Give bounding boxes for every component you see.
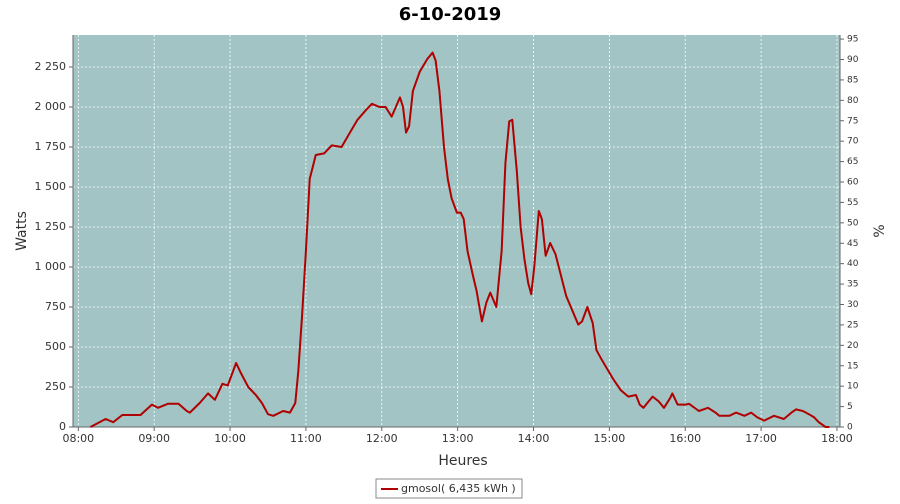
- y-tick-label: 0: [59, 420, 66, 433]
- y2-tick-label: 10: [847, 382, 859, 392]
- y2-tick-label: 5: [847, 402, 853, 412]
- y2-tick-label: 45: [847, 239, 858, 249]
- series-line: [89, 51, 830, 428]
- y2-tick-label: 0: [847, 423, 853, 433]
- y-tick-label: 500: [45, 340, 66, 353]
- y2-tick-label: 55: [847, 198, 858, 208]
- y2-tick-label: 85: [847, 75, 858, 85]
- y-tick-label: 1 250: [35, 220, 67, 233]
- y-tick-label: 250: [45, 380, 66, 393]
- x-tick-label: 11:00: [290, 432, 322, 445]
- legend-label: gmosol( 6,435 kWh ): [401, 482, 516, 495]
- x-axis-label: Heures: [438, 453, 487, 469]
- x-tick-label: 10:00: [214, 432, 246, 445]
- y2-tick-label: 35: [847, 280, 858, 290]
- x-tick-label: 16:00: [669, 432, 701, 445]
- y-tick-label: 2 000: [35, 100, 67, 113]
- x-tick-label: 09:00: [138, 432, 170, 445]
- y2-tick-label: 90: [847, 55, 859, 65]
- x-tick-label: 15:00: [594, 432, 626, 445]
- plot-area: 08:00 09:00 10:00 11:00 12:00 13:00 14:00 15:00…: [35, 35, 859, 445]
- y2-tick-label: 75: [847, 116, 858, 126]
- x-tick-label: 17:00: [745, 432, 777, 445]
- x-tick-label: 12:00: [366, 432, 398, 445]
- x-tick-label: 14:00: [518, 432, 550, 445]
- y2-tick-label: 80: [847, 96, 859, 106]
- y2-tick-label: 30: [847, 300, 859, 310]
- y-tick-label: 1 500: [35, 180, 67, 193]
- y2-tick-label: 25: [847, 320, 858, 330]
- y2-tick-label: 15: [847, 361, 858, 371]
- y2-tick-label: 65: [847, 157, 858, 167]
- y-tick-label: 1 750: [35, 140, 67, 153]
- chart-title: 6-10-2019: [399, 4, 502, 25]
- x-tick-label: 18:00: [821, 432, 853, 445]
- y2-tick-label: 40: [847, 259, 859, 269]
- legend: gmosol( 6,435 kWh ): [375, 478, 523, 499]
- y2-tick-label: 50: [847, 218, 859, 228]
- y-tick-label: 1 000: [35, 260, 67, 273]
- y2-tick-label: 20: [847, 341, 859, 351]
- y-tick-label: 2 250: [35, 60, 67, 73]
- y2-tick-label: 70: [847, 137, 859, 147]
- legend-box: [375, 478, 523, 499]
- x-tick-label: 13:00: [442, 432, 474, 445]
- y-tick-label: 750: [45, 300, 66, 313]
- y2-axis-label: %: [872, 224, 888, 237]
- y2-tick-label: 95: [847, 35, 858, 45]
- plot-background: [73, 35, 840, 427]
- y-axis-label: Watts: [14, 211, 30, 251]
- x-tick-label: 08:00: [62, 432, 94, 445]
- y2-tick-label: 60: [847, 178, 859, 188]
